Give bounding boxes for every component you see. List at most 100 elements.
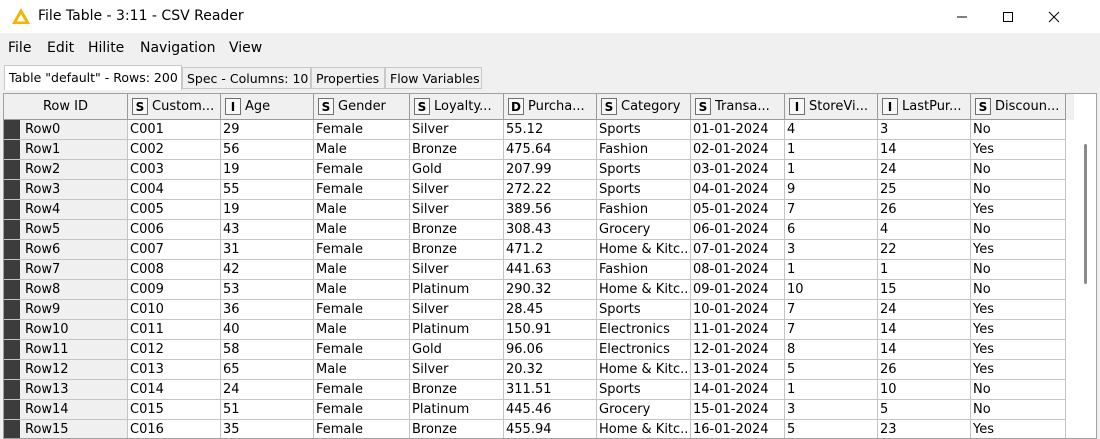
column-header-customer-id[interactable]: S Custom... — [128, 94, 221, 120]
cell-discount[interactable]: Yes — [971, 300, 1066, 320]
cell-transaction-date[interactable]: 13-01-2024 — [691, 360, 785, 380]
cell-discount[interactable]: Yes — [971, 420, 1066, 438]
scrollbar-thumb[interactable] — [1084, 144, 1087, 284]
column-header-category[interactable]: S Category — [597, 94, 691, 120]
cell-store-visits[interactable]: 5 — [785, 420, 878, 438]
cell-purchase[interactable]: 475.64 — [504, 140, 597, 160]
cell-customer-id[interactable]: C015 — [128, 400, 221, 420]
cell-discount[interactable]: No — [971, 280, 1066, 300]
menu-edit[interactable]: Edit — [47, 40, 75, 56]
cell-last-purchase[interactable]: 1 — [878, 260, 971, 280]
cell-loyalty[interactable]: Bronze — [410, 420, 504, 438]
row-id-cell[interactable]: Row5 — [4, 220, 128, 240]
cell-age[interactable]: 55 — [221, 180, 314, 200]
cell-customer-id[interactable]: C007 — [128, 240, 221, 260]
cell-purchase[interactable]: 55.12 — [504, 120, 597, 140]
cell-age[interactable]: 29 — [221, 120, 314, 140]
cell-category[interactable]: Home & Kitc... — [597, 420, 691, 438]
cell-transaction-date[interactable]: 16-01-2024 — [691, 420, 785, 438]
cell-store-visits[interactable]: 4 — [785, 120, 878, 140]
row-id-cell[interactable]: Row1 — [4, 140, 128, 160]
cell-age[interactable]: 31 — [221, 240, 314, 260]
cell-discount[interactable]: No — [971, 120, 1066, 140]
menu-view[interactable]: View — [229, 40, 263, 56]
cell-store-visits[interactable]: 9 — [785, 180, 878, 200]
table-row[interactable]: Row11 C012 58 Female Gold 96.06 Electronics 12-… — [4, 340, 1074, 360]
cell-customer-id[interactable]: C002 — [128, 140, 221, 160]
cell-customer-id[interactable]: C013 — [128, 360, 221, 380]
cell-purchase[interactable]: 441.63 — [504, 260, 597, 280]
cell-category[interactable]: Home & Kitc... — [597, 240, 691, 260]
cell-last-purchase[interactable]: 23 — [878, 420, 971, 438]
cell-age[interactable]: 42 — [221, 260, 314, 280]
cell-category[interactable]: Fashion — [597, 200, 691, 220]
cell-store-visits[interactable]: 7 — [785, 300, 878, 320]
cell-loyalty[interactable]: Platinum — [410, 320, 504, 340]
cell-loyalty[interactable]: Gold — [410, 340, 504, 360]
cell-transaction-date[interactable]: 04-01-2024 — [691, 180, 785, 200]
cell-store-visits[interactable]: 6 — [785, 220, 878, 240]
cell-last-purchase[interactable]: 5 — [878, 400, 971, 420]
table-row[interactable]: Row8 C009 53 Male Platinum 290.32 Home & Kitc.… — [4, 280, 1074, 300]
cell-customer-id[interactable]: C005 — [128, 200, 221, 220]
column-header-loyalty[interactable]: S Loyalty... — [410, 94, 504, 120]
cell-store-visits[interactable]: 7 — [785, 320, 878, 340]
cell-last-purchase[interactable]: 14 — [878, 140, 971, 160]
menu-hilite[interactable]: Hilite — [88, 40, 125, 56]
cell-purchase[interactable]: 445.46 — [504, 400, 597, 420]
menu-file[interactable]: File — [8, 40, 32, 56]
cell-customer-id[interactable]: C012 — [128, 340, 221, 360]
cell-customer-id[interactable]: C006 — [128, 220, 221, 240]
row-id-cell[interactable]: Row2 — [4, 160, 128, 180]
table-row[interactable]: Row1 C002 56 Male Bronze 475.64 Fashion 02-01-2… — [4, 140, 1074, 160]
column-header-age[interactable]: I Age — [221, 94, 314, 120]
cell-transaction-date[interactable]: 05-01-2024 — [691, 200, 785, 220]
cell-last-purchase[interactable]: 14 — [878, 320, 971, 340]
cell-loyalty[interactable]: Silver — [410, 260, 504, 280]
row-id-cell[interactable]: Row14 — [4, 400, 128, 420]
cell-category[interactable]: Sports — [597, 120, 691, 140]
column-header-gender[interactable]: S Gender — [314, 94, 410, 120]
cell-discount[interactable]: No — [971, 260, 1066, 280]
cell-category[interactable]: Sports — [597, 160, 691, 180]
row-id-cell[interactable]: Row10 — [4, 320, 128, 340]
cell-last-purchase[interactable]: 24 — [878, 300, 971, 320]
table-row[interactable]: Row3 C004 55 Female Silver 272.22 Sports 04-01-… — [4, 180, 1074, 200]
cell-loyalty[interactable]: Silver — [410, 360, 504, 380]
cell-purchase[interactable]: 471.2 — [504, 240, 597, 260]
tab-properties[interactable]: Properties — [311, 67, 385, 89]
close-button[interactable] — [1031, 0, 1077, 33]
cell-transaction-date[interactable]: 12-01-2024 — [691, 340, 785, 360]
maximize-button[interactable] — [985, 0, 1031, 33]
cell-store-visits[interactable]: 10 — [785, 280, 878, 300]
column-header-discount[interactable]: S Discoun... — [971, 94, 1066, 120]
cell-gender[interactable]: Male — [314, 320, 410, 340]
cell-purchase[interactable]: 308.43 — [504, 220, 597, 240]
cell-gender[interactable]: Female — [314, 420, 410, 438]
table-row[interactable]: Row9 C010 36 Female Silver 28.45 Sports 10-01-2… — [4, 300, 1074, 320]
cell-last-purchase[interactable]: 4 — [878, 220, 971, 240]
table-row[interactable]: Row10 C011 40 Male Platinum 150.91 Electronics… — [4, 320, 1074, 340]
tab-table-default[interactable]: Table "default" - Rows: 200 — [4, 65, 182, 90]
cell-category[interactable]: Sports — [597, 180, 691, 200]
cell-discount[interactable]: Yes — [971, 360, 1066, 380]
cell-age[interactable]: 56 — [221, 140, 314, 160]
table-row[interactable]: Row14 C015 51 Female Platinum 445.46 Grocery 15… — [4, 400, 1074, 420]
cell-age[interactable]: 19 — [221, 200, 314, 220]
row-id-cell[interactable]: Row9 — [4, 300, 128, 320]
column-header-transaction-date[interactable]: S Transa... — [691, 94, 785, 120]
cell-discount[interactable]: No — [971, 380, 1066, 400]
table-row[interactable]: Row5 C006 43 Male Bronze 308.43 Grocery 06-01-2… — [4, 220, 1074, 240]
cell-gender[interactable]: Male — [314, 220, 410, 240]
cell-purchase[interactable]: 28.45 — [504, 300, 597, 320]
cell-customer-id[interactable]: C003 — [128, 160, 221, 180]
cell-purchase[interactable]: 290.32 — [504, 280, 597, 300]
cell-gender[interactable]: Male — [314, 140, 410, 160]
cell-last-purchase[interactable]: 3 — [878, 120, 971, 140]
cell-gender[interactable]: Male — [314, 280, 410, 300]
cell-age[interactable]: 65 — [221, 360, 314, 380]
cell-gender[interactable]: Female — [314, 180, 410, 200]
table-row[interactable]: Row7 C008 42 Male Silver 441.63 Fashion 08-01-2… — [4, 260, 1074, 280]
cell-customer-id[interactable]: C016 — [128, 420, 221, 438]
cell-customer-id[interactable]: C004 — [128, 180, 221, 200]
